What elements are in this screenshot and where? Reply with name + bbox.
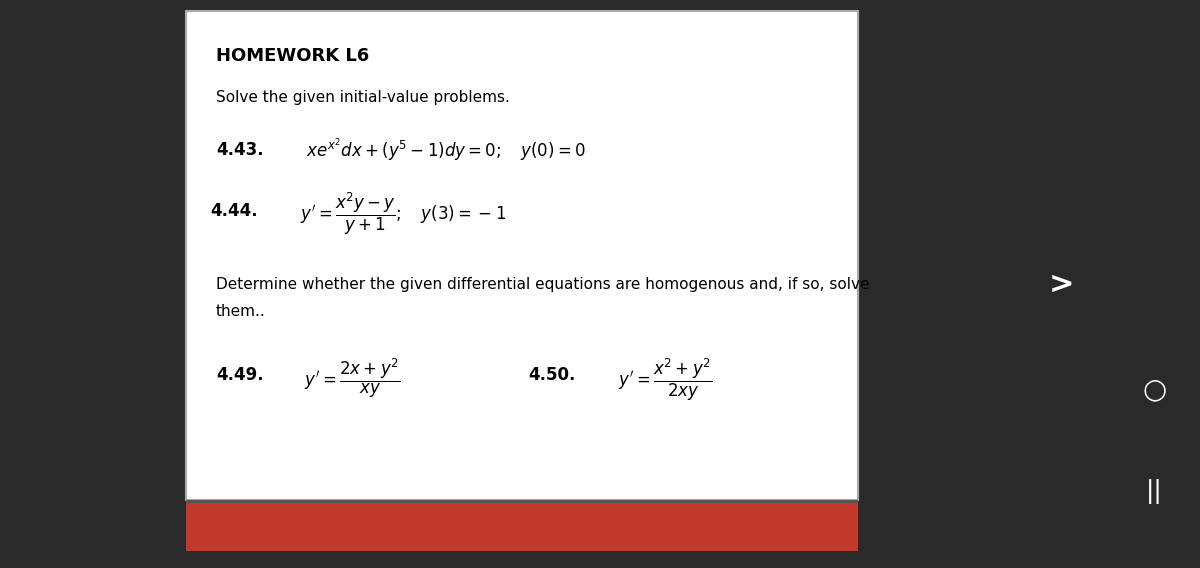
Text: $y' = \dfrac{x^2 + y^2}{2xy}$: $y' = \dfrac{x^2 + y^2}{2xy}$ (618, 357, 713, 403)
Text: $y' = \dfrac{2x + y^2}{xy}$: $y' = \dfrac{2x + y^2}{xy}$ (304, 357, 400, 400)
Text: 4.50.: 4.50. (528, 366, 575, 385)
Text: ○: ○ (1142, 375, 1166, 403)
Text: ||: || (1146, 479, 1163, 504)
Text: Determine whether the given differential equations are homogenous and, if so, so: Determine whether the given differential… (216, 277, 870, 292)
Text: HOMEWORK L6: HOMEWORK L6 (216, 47, 370, 65)
Text: 4.44.: 4.44. (210, 202, 258, 220)
Text: 4.49.: 4.49. (216, 366, 264, 385)
Text: 4.43.: 4.43. (216, 141, 264, 159)
Text: $xe^{x^2}dx + (y^5-1)dy = 0;\quad y(0) = 0$: $xe^{x^2}dx + (y^5-1)dy = 0;\quad y(0) =… (306, 136, 586, 164)
Text: them..: them.. (216, 304, 265, 319)
Text: >: > (1049, 269, 1075, 299)
Text: Solve the given initial-value problems.: Solve the given initial-value problems. (216, 90, 510, 105)
Text: $y' = \dfrac{x^2y - y}{y+1};\quad y(3) = -1$: $y' = \dfrac{x^2y - y}{y+1};\quad y(3) =… (300, 190, 506, 237)
